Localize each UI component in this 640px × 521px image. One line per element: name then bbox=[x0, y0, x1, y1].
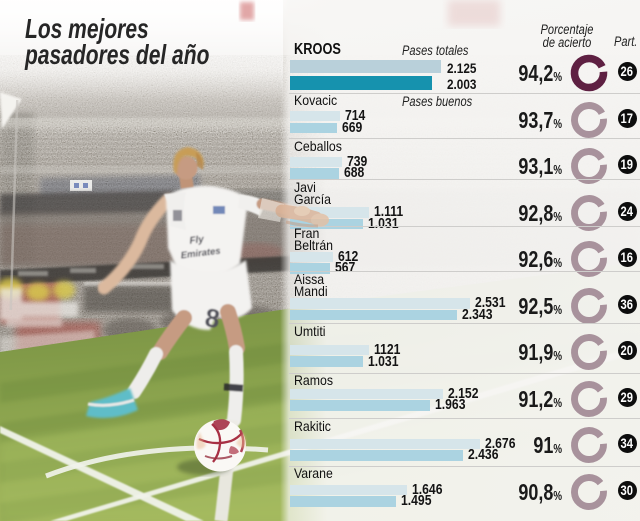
svg-text:8: 8 bbox=[203, 302, 222, 334]
svg-text:Fly: Fly bbox=[189, 234, 205, 247]
svg-text:Emirates: Emirates bbox=[180, 246, 221, 262]
